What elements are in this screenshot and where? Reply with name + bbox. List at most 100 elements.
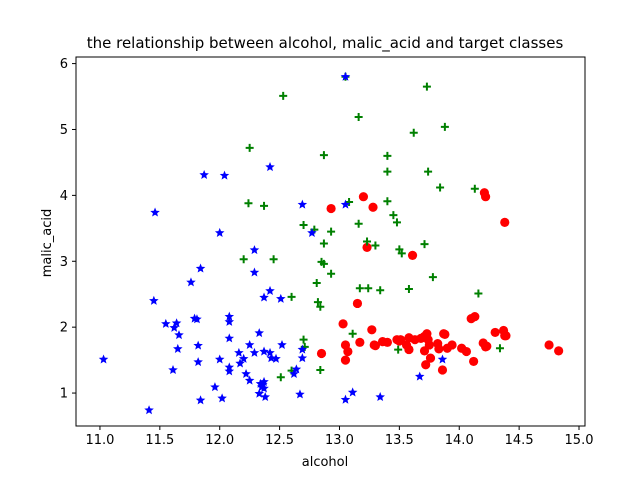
data-point-plus xyxy=(371,241,380,250)
data-point-star xyxy=(210,382,220,392)
data-point-circle xyxy=(340,355,351,365)
data-point-circle xyxy=(410,335,420,345)
data-point-plus xyxy=(299,221,308,230)
data-point-circle xyxy=(461,346,472,357)
x-tick-label: 14.0 xyxy=(445,433,474,448)
data-point-star xyxy=(437,354,448,364)
data-point-plus xyxy=(260,201,269,210)
data-point-plus xyxy=(470,184,479,193)
x-axis-label: alcohol xyxy=(302,455,348,470)
data-point-star xyxy=(375,392,385,402)
data-point-circle xyxy=(362,242,372,253)
data-point-plus xyxy=(363,237,372,246)
data-point-star xyxy=(244,375,255,385)
data-point-circle xyxy=(480,192,491,202)
chart-title: the relationship between alcohol, malic_… xyxy=(87,34,564,53)
data-point-circle xyxy=(368,202,378,212)
data-point-circle xyxy=(500,217,510,227)
data-point-star xyxy=(297,353,308,363)
data-point-circle xyxy=(407,250,418,260)
data-point-circle xyxy=(447,340,457,350)
data-point-star xyxy=(169,322,179,332)
data-point-plus xyxy=(424,167,433,176)
y-axis-ticks: 1 2 3 4 5 6 xyxy=(60,57,76,402)
data-point-star xyxy=(144,405,154,415)
data-point-star xyxy=(219,170,230,180)
x-tick-label: 12.0 xyxy=(205,433,234,448)
data-point-star xyxy=(291,364,302,374)
x-tick-label: 12.5 xyxy=(265,433,294,448)
data-point-plus xyxy=(428,273,437,282)
x-tick-label: 13.5 xyxy=(385,433,414,448)
data-point-plus xyxy=(287,292,296,301)
data-point-plus xyxy=(313,298,322,307)
data-point-star xyxy=(234,347,244,357)
data-point-circle xyxy=(490,327,500,338)
data-point-star xyxy=(193,357,203,367)
data-point-star xyxy=(259,383,269,393)
data-point-star xyxy=(254,328,264,338)
data-point-star xyxy=(271,353,281,363)
data-point-star xyxy=(149,295,159,305)
data-point-plus xyxy=(404,284,413,293)
data-point-plus xyxy=(312,279,321,288)
data-point-star xyxy=(297,199,308,209)
data-point-plus xyxy=(409,128,418,137)
data-point-star xyxy=(168,364,178,375)
data-point-star xyxy=(224,333,235,343)
data-point-plus xyxy=(244,199,253,208)
data-point-star xyxy=(307,227,317,237)
data-point-circle xyxy=(326,203,336,214)
data-point-star xyxy=(195,263,206,273)
data-point-circle xyxy=(355,337,365,347)
x-tick-label: 11.0 xyxy=(85,433,114,448)
data-point-star xyxy=(258,379,268,389)
x-tick-label: 13.0 xyxy=(325,433,354,448)
data-point-circle xyxy=(419,331,430,341)
data-point-plus xyxy=(397,249,406,258)
data-point-plus xyxy=(383,151,392,160)
data-point-star xyxy=(414,371,425,381)
data-point-plus xyxy=(319,239,328,248)
data-point-plus xyxy=(389,211,398,220)
x-tick-label: 14.5 xyxy=(505,433,534,448)
points-layer xyxy=(98,71,564,415)
data-point-star xyxy=(259,376,269,386)
data-point-star xyxy=(174,330,184,340)
data-point-plus xyxy=(383,197,392,206)
data-point-star xyxy=(244,339,255,349)
series-star xyxy=(98,71,448,415)
data-point-plus xyxy=(239,255,248,264)
data-point-circle xyxy=(469,356,479,367)
data-point-star xyxy=(235,358,245,368)
data-point-plus xyxy=(354,112,363,121)
series-circle xyxy=(316,188,564,375)
data-point-plus xyxy=(299,335,308,344)
data-point-circle xyxy=(466,313,476,324)
data-point-star xyxy=(259,346,269,356)
data-point-circle xyxy=(367,325,377,335)
y-tick-label: 4 xyxy=(60,189,68,204)
data-point-plus xyxy=(276,373,285,382)
y-tick-label: 6 xyxy=(60,57,68,72)
data-point-plus xyxy=(319,151,328,160)
data-point-star xyxy=(295,389,305,399)
data-point-plus xyxy=(279,91,288,100)
data-point-plus xyxy=(364,284,373,293)
data-point-star xyxy=(193,340,203,350)
data-point-star xyxy=(224,311,235,321)
x-tick-label: 15.0 xyxy=(565,433,594,448)
series-plus xyxy=(239,72,504,382)
y-tick-label: 2 xyxy=(60,321,68,336)
plot-area-frame xyxy=(75,56,586,427)
data-point-circle xyxy=(425,353,436,363)
data-point-plus xyxy=(383,167,392,176)
data-point-star xyxy=(199,169,209,179)
data-point-plus xyxy=(319,259,328,268)
data-point-star xyxy=(238,353,249,363)
data-point-plus xyxy=(354,219,363,228)
data-point-star xyxy=(249,245,260,255)
data-point-circle xyxy=(501,331,511,341)
data-point-star xyxy=(224,316,235,326)
